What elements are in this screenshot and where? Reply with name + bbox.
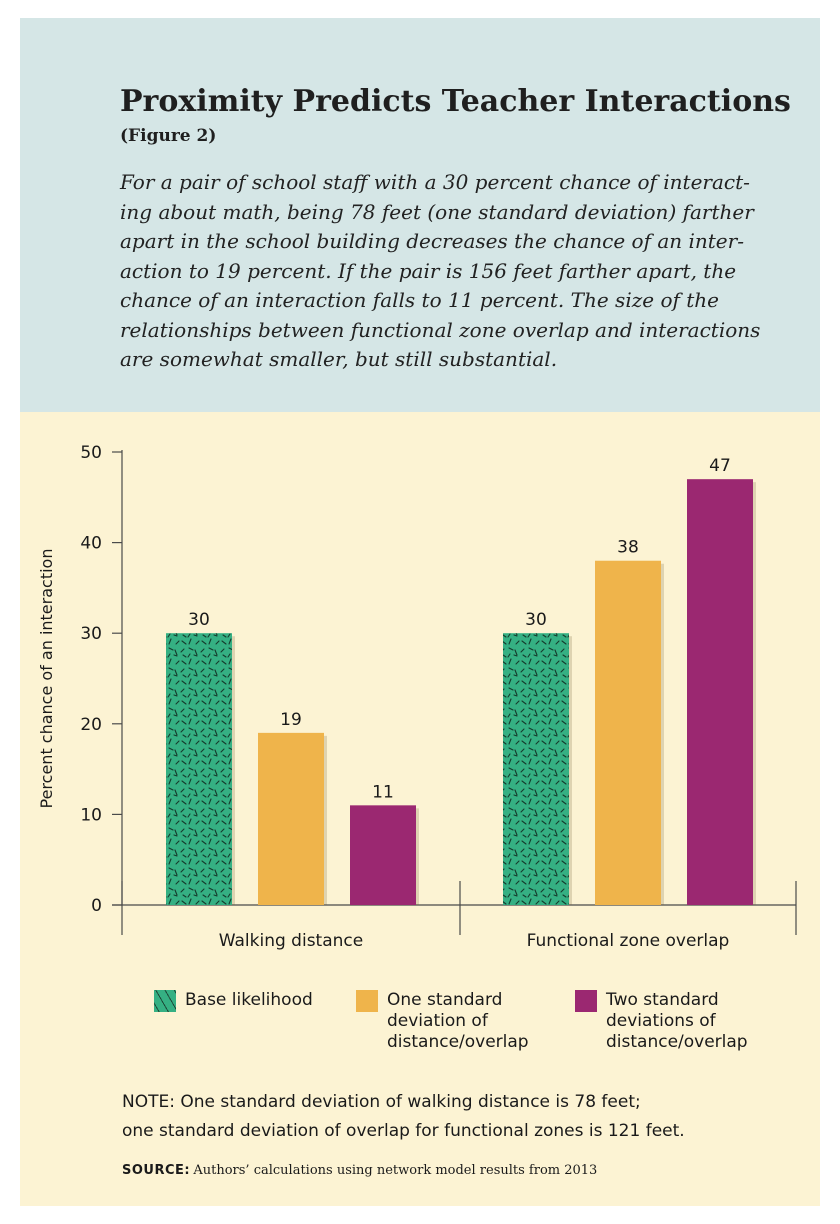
figure-frame: Proximity Predicts Teacher Interactions … [20, 18, 820, 1206]
description: For a pair of school staff with a 30 per… [120, 168, 800, 375]
figure-number: (Figure 2) [120, 126, 217, 146]
y-tick-label: 10 [80, 805, 102, 825]
bar-value-label: 30 [525, 610, 547, 630]
bar-value-label: 47 [709, 456, 731, 476]
bar-value-label: 30 [188, 610, 210, 630]
y-tick-label: 30 [80, 624, 102, 644]
bars [166, 479, 756, 905]
y-axis-label: Percent chance of an interaction [37, 549, 56, 809]
bar-two-sd [350, 805, 416, 905]
bar-value-label: 11 [372, 782, 394, 802]
x-category-label: Walking distance [219, 931, 363, 951]
y-tick-label: 50 [80, 443, 102, 463]
source-label: SOURCE: [122, 1163, 191, 1178]
bar-base [166, 633, 232, 905]
bar-chart: 0 10 20 30 40 50 Percent chance of an interact… [37, 443, 797, 951]
bar-one-sd [595, 560, 661, 905]
bar-value-label: 38 [617, 538, 639, 558]
data-labels: 30 19 11 30 38 47 [188, 456, 731, 802]
y-tick-label: 40 [80, 534, 102, 554]
chart-panel [20, 412, 820, 1206]
description-line: For a pair of school staff with a 30 per… [120, 170, 750, 194]
bar-one-sd [258, 732, 324, 905]
description-line: are somewhat smaller, but still substant… [120, 347, 558, 371]
chart-title: Proximity Predicts Teacher Interactions [120, 84, 791, 119]
y-tick-label: 20 [80, 715, 102, 735]
bar-value-label: 19 [280, 710, 302, 730]
note: NOTE: One standard deviation of walking … [122, 1088, 812, 1146]
note-line: one standard deviation of overlap for fu… [122, 1121, 685, 1141]
description-line: action to 19 percent. If the pair is 156… [120, 258, 737, 283]
note-line: NOTE: One standard deviation of walking … [122, 1092, 641, 1112]
description-line: relationships between functional zone ov… [120, 317, 761, 342]
description-line: ing about math, being 78 feet (one stand… [120, 199, 754, 224]
bar-base [503, 633, 569, 905]
source: SOURCE: Authors’ calculations using netw… [122, 1162, 597, 1178]
axes: 0 10 20 30 40 50 Percent chance of an interact… [37, 443, 797, 951]
y-tick-label: 0 [91, 896, 102, 916]
x-category-label: Functional zone overlap [527, 931, 730, 951]
bar-two-sd [687, 479, 753, 905]
source-text: Authors’ calculations using network mode… [193, 1163, 598, 1178]
description-line: apart in the school building decreases t… [120, 229, 744, 253]
description-line: chance of an interaction falls to 11 per… [120, 288, 720, 312]
header-panel: Proximity Predicts Teacher Interactions … [20, 18, 820, 412]
